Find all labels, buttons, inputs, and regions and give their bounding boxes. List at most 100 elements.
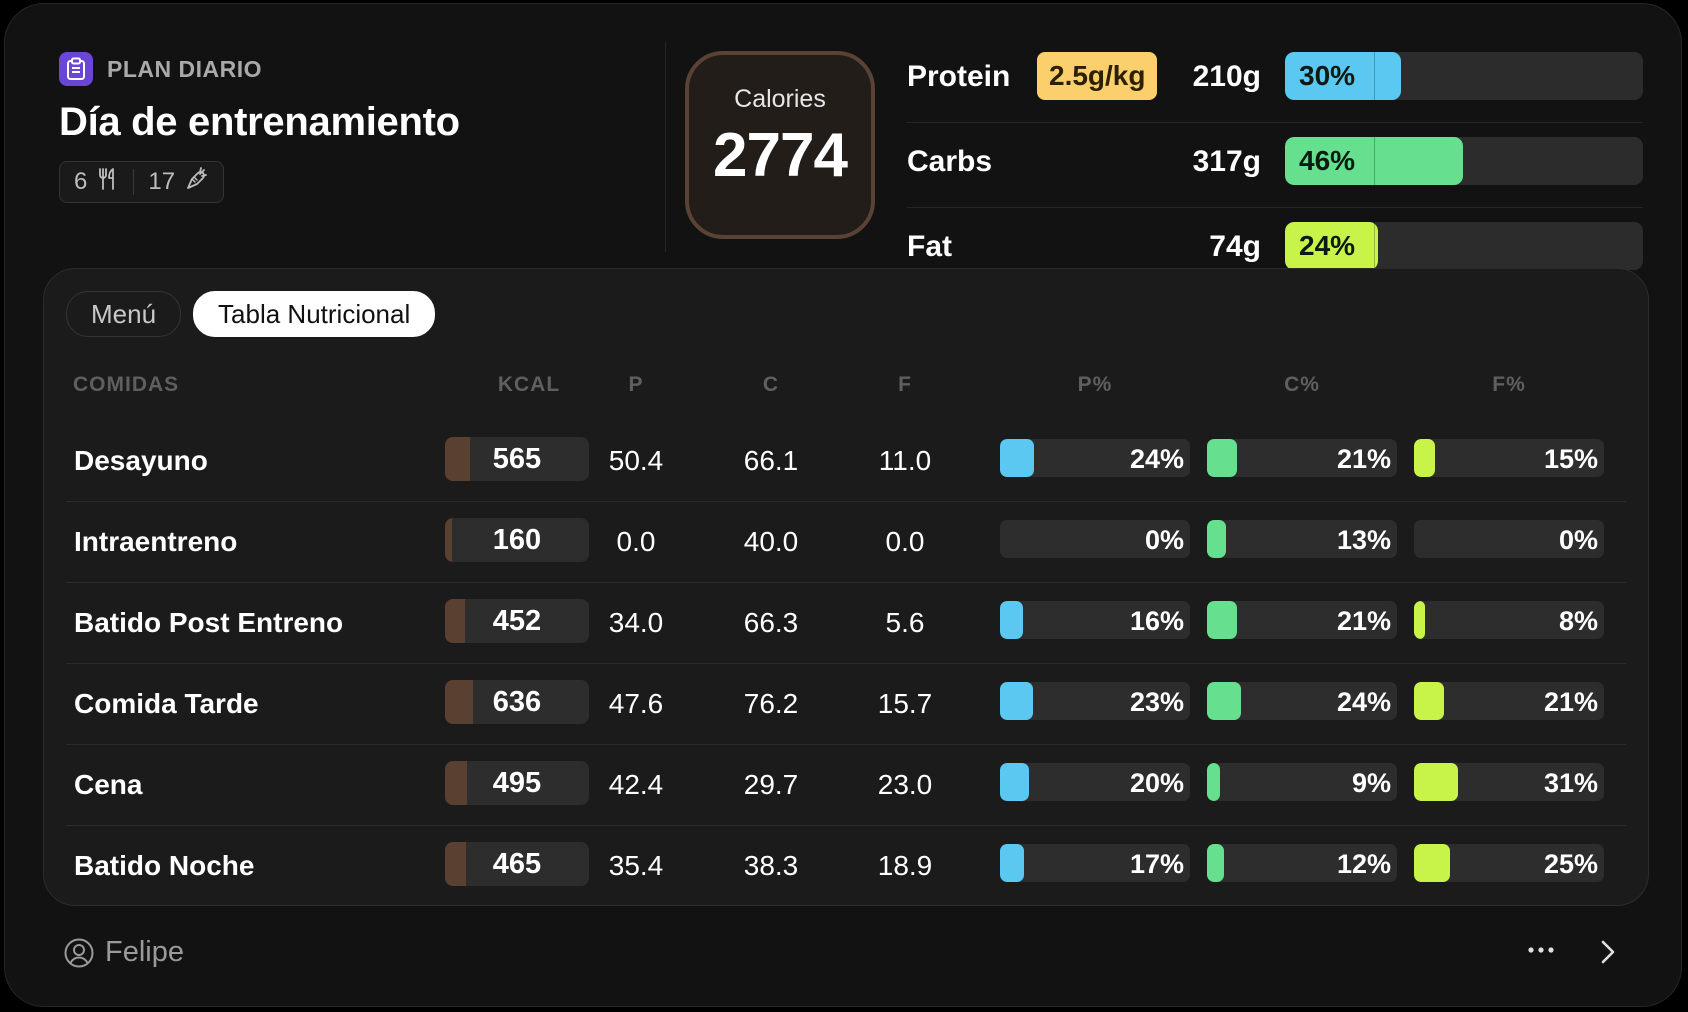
carbs-pct-value: 21% (1336, 444, 1391, 474)
macro-percent: 30% (1299, 60, 1356, 91)
fat-pct-fill (1414, 844, 1450, 882)
carbs-pct-fill (1207, 439, 1237, 477)
table-row[interactable]: Batido Noche 465 35.4 38.3 18.9 17% 12% (66, 826, 1626, 906)
protein-grams: 34.0 (608, 607, 664, 638)
col-protein-pct: P% (1077, 373, 1113, 396)
table-row[interactable]: Comida Tarde 636 47.6 76.2 15.7 23% 24% (66, 664, 1626, 745)
protein-pct-value: 24% (1129, 444, 1184, 474)
protein-pct-fill (1000, 601, 1023, 639)
kcal-bar: 160 (445, 518, 589, 562)
carbs-pct-value: 24% (1336, 687, 1391, 717)
table-row[interactable]: Desayuno 565 50.4 66.1 11.0 24% 21% (66, 421, 1626, 502)
nutrition-panel: Menú Tabla Nutricional COMIDAS KCAL P C … (43, 268, 1649, 906)
protein-pct-fill (1000, 763, 1029, 801)
fat-pct-value: 25% (1543, 849, 1598, 879)
macro-summary: Protein 2.5g/kg 210g 30% Carbs 317g 46% … (907, 52, 1643, 292)
chevron-right-icon[interactable] (1599, 938, 1617, 971)
protein-pct-value: 17% (1129, 849, 1184, 879)
carbs-pct-value: 9% (1351, 768, 1391, 798)
fat-pct-value: 21% (1543, 687, 1598, 717)
kcal-value: 465 (492, 848, 542, 880)
fat-pct-fill (1414, 763, 1459, 801)
kcal-bar-fill (445, 599, 465, 643)
section-label: PLAN DIARIO (107, 55, 262, 82)
macro-percent: 24% (1299, 230, 1356, 261)
clipboard-icon (59, 52, 93, 86)
carbs-pct-fill (1207, 844, 1225, 882)
fat-pct-value: 8% (1558, 606, 1598, 636)
protein-pct-bar: 16% (1000, 601, 1190, 639)
meal-name: Comida Tarde (74, 688, 259, 719)
more-options-icon[interactable] (1525, 938, 1557, 967)
kcal-bar-fill (445, 842, 466, 886)
calories-label: Calories (734, 85, 826, 113)
calories-box: Calories 2774 (685, 51, 875, 239)
table-row[interactable]: Cena 495 42.4 29.7 23.0 20% 9% (66, 745, 1626, 826)
table-row[interactable]: Intraentreno 160 0.0 40.0 0.0 0% 13% (66, 502, 1626, 583)
carrot-icon (185, 166, 209, 198)
protein-pct-bar: 17% (1000, 844, 1190, 882)
tab-nutrition-table[interactable]: Tabla Nutricional (193, 291, 436, 337)
fat-grams: 15.7 (877, 688, 933, 719)
fat-pct-bar: 25% (1414, 844, 1604, 882)
daily-plan-card: PLAN DIARIO Día de entrenamiento 6 17 (4, 3, 1682, 1007)
protein-pct-value: 16% (1129, 606, 1184, 636)
carbs-pct-value: 12% (1336, 849, 1391, 879)
carbs-grams: 66.1 (743, 445, 799, 476)
plan-header: PLAN DIARIO Día de entrenamiento 6 17 (59, 52, 460, 203)
macro-bar-fill (1285, 137, 1463, 185)
user-name: Felipe (105, 936, 184, 968)
fat-pct-value: 31% (1543, 768, 1598, 798)
carbs-grams: 66.3 (743, 607, 799, 638)
kcal-value: 452 (492, 605, 542, 637)
kcal-value: 636 (492, 686, 542, 718)
meal-name: Batido Post Entreno (74, 607, 344, 638)
macro-bar: 46% (1285, 137, 1643, 185)
carbs-grams: 29.7 (743, 769, 799, 800)
carbs-pct-bar: 12% (1207, 844, 1397, 882)
kcal-bar: 636 (445, 680, 589, 724)
fork-knife-icon (97, 167, 119, 198)
carbs-grams: 40.0 (743, 526, 799, 557)
kcal-bar-fill (445, 518, 453, 562)
tab-menu[interactable]: Menú (66, 291, 182, 337)
protein-ratio-badge: 2.5g/kg (1037, 52, 1158, 100)
protein-pct-value: 20% (1129, 768, 1184, 798)
col-carbs: C (762, 373, 780, 396)
col-kcal: KCAL (497, 373, 561, 396)
fat-pct-fill (1414, 439, 1436, 477)
carbs-grams: 76.2 (743, 688, 799, 719)
carbs-pct-bar: 9% (1207, 763, 1397, 801)
macro-grams: 210g (1192, 60, 1261, 93)
carbs-pct-bar: 21% (1207, 439, 1397, 477)
protein-pct-fill (1000, 844, 1025, 882)
carbs-pct-bar: 24% (1207, 682, 1397, 720)
meal-name: Cena (74, 769, 143, 800)
meal-name: Batido Noche (74, 850, 255, 881)
kcal-bar-fill (445, 437, 470, 481)
kcal-bar: 452 (445, 599, 589, 643)
carbs-pct-fill (1207, 520, 1226, 558)
protein-grams: 35.4 (608, 850, 664, 881)
ingredients-count: 17 (148, 168, 176, 195)
user-chip[interactable]: Felipe (63, 936, 184, 969)
macro-bar-fill (1285, 52, 1401, 100)
macro-grams: 317g (1192, 145, 1261, 178)
kcal-value: 565 (492, 443, 542, 475)
calories-value: 2774 (713, 121, 848, 190)
col-fat-pct: F% (1492, 373, 1526, 396)
protein-pct-value: 0% (1144, 525, 1184, 555)
user-circle-icon (63, 937, 95, 969)
protein-grams: 47.6 (608, 688, 664, 719)
macro-row-carbs: Carbs 317g 46% (907, 137, 1643, 208)
carbs-pct-value: 21% (1336, 606, 1391, 636)
fat-pct-value: 0% (1558, 525, 1598, 555)
fat-pct-bar: 8% (1414, 601, 1604, 639)
view-tabs: Menú Tabla Nutricional (66, 291, 436, 337)
fat-pct-value: 15% (1543, 444, 1598, 474)
meal-name: Intraentreno (74, 526, 238, 557)
carbs-pct-bar: 21% (1207, 601, 1397, 639)
macro-row-fat: Fat 74g 24% (907, 222, 1643, 292)
macro-grams: 74g (1209, 230, 1261, 263)
table-row[interactable]: Batido Post Entreno 452 34.0 66.3 5.6 16% … (66, 583, 1626, 664)
